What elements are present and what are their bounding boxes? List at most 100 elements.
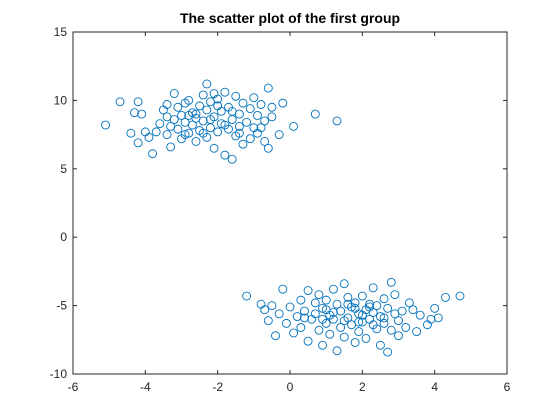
scatter-point — [115, 97, 125, 107]
scatter-point — [455, 291, 465, 301]
scatter-point — [173, 102, 183, 112]
scatter-point — [350, 338, 360, 347]
scatter-point — [274, 309, 284, 319]
scatter-point — [314, 290, 324, 300]
scatter-point — [426, 314, 436, 324]
ticks-layer: -6 -4 -2 0 2 4 6 -10 -5 0 5 10 15 — [50, 25, 511, 394]
scatter-point — [401, 323, 411, 332]
scatter-point — [325, 329, 335, 339]
scatter-point — [234, 128, 244, 138]
scatter-point — [404, 298, 414, 308]
scatter-point — [296, 295, 306, 305]
scatter-point — [184, 110, 194, 120]
scatter-point — [303, 336, 313, 346]
scatter-point — [328, 284, 338, 294]
scatter-point — [441, 292, 450, 302]
scatter-point — [238, 98, 248, 108]
scatter-point — [354, 317, 364, 327]
scatter-point — [274, 130, 284, 140]
scatter-point — [412, 327, 422, 337]
x-tick-label: 0 — [287, 380, 294, 394]
y-tick-label: 15 — [54, 25, 68, 39]
scatter-point — [281, 318, 291, 328]
scatter-point — [195, 101, 205, 111]
x-tick-label: -6 — [68, 380, 79, 394]
x-tick-label: 2 — [359, 380, 366, 394]
scatter-point — [318, 314, 327, 324]
scatter-point — [242, 117, 252, 127]
scatter-point — [375, 340, 385, 350]
scatter-point — [278, 284, 288, 294]
scatter-point — [379, 318, 389, 328]
scatter-point — [267, 112, 277, 122]
scatter-point — [383, 303, 393, 313]
scatter-point — [155, 119, 165, 129]
scatter-point — [256, 123, 266, 133]
scatter-point — [198, 116, 208, 126]
scatter-point — [394, 331, 403, 341]
scatter-point — [365, 299, 375, 309]
scatter-point — [263, 143, 273, 153]
scatter-point — [144, 132, 154, 142]
scatter-point — [386, 277, 396, 287]
scatter-point — [173, 124, 183, 134]
scatter-point — [267, 301, 277, 311]
scatter-point — [166, 142, 176, 152]
scatter-point — [220, 150, 230, 160]
x-tick-label: -4 — [140, 380, 151, 394]
scatter-point — [350, 298, 360, 308]
scatter-point — [213, 101, 223, 111]
x-tick-label: -2 — [212, 380, 223, 394]
scatter-point — [191, 136, 201, 146]
scatter-point — [314, 325, 324, 335]
scatter-point — [433, 313, 443, 323]
scatter-point — [260, 136, 270, 146]
scatter-point — [169, 89, 179, 99]
scatter-point — [289, 328, 299, 338]
scatter-point — [365, 302, 375, 312]
scatter-point — [390, 290, 400, 300]
scatter-point — [245, 134, 255, 144]
scatter-point — [300, 313, 309, 323]
scatter-point — [303, 286, 313, 296]
scatter-point — [213, 127, 223, 137]
scatter-point — [220, 87, 230, 97]
x-tick-label: 4 — [431, 380, 438, 394]
scatter-point — [296, 323, 306, 332]
scatter-point — [209, 89, 219, 99]
scatter-point — [180, 130, 190, 140]
y-tick-label: -10 — [50, 367, 68, 381]
scatter-point — [386, 325, 396, 335]
scatter-point — [133, 97, 143, 107]
scatter-point — [397, 306, 407, 316]
scatter-point — [310, 298, 320, 308]
scatter-point — [202, 79, 212, 89]
scatter-point — [227, 154, 237, 164]
scatter-point — [267, 102, 277, 112]
scatter-point — [162, 100, 172, 109]
scatter-point — [332, 299, 342, 309]
scatter-point — [177, 110, 186, 120]
scatter-point — [234, 121, 244, 131]
scatter-point — [238, 139, 248, 149]
scatter-point — [318, 340, 327, 350]
scatter-point — [242, 291, 252, 301]
scatter-point — [343, 292, 353, 302]
scatter-point — [227, 106, 237, 116]
scatter-point — [263, 83, 273, 93]
scatter-point — [126, 128, 136, 138]
scatter-point — [205, 115, 215, 125]
scatter-point — [328, 314, 338, 324]
scatter-point — [151, 127, 161, 137]
scatter-point — [198, 90, 208, 100]
points-layer — [101, 79, 465, 357]
scatter-point — [339, 316, 349, 326]
scatter-point — [394, 316, 403, 326]
scatter-point — [260, 305, 270, 315]
x-tick-label: 6 — [504, 380, 511, 394]
scatter-point — [430, 303, 440, 313]
scatter-point — [336, 306, 346, 316]
scatter-point — [336, 323, 346, 332]
